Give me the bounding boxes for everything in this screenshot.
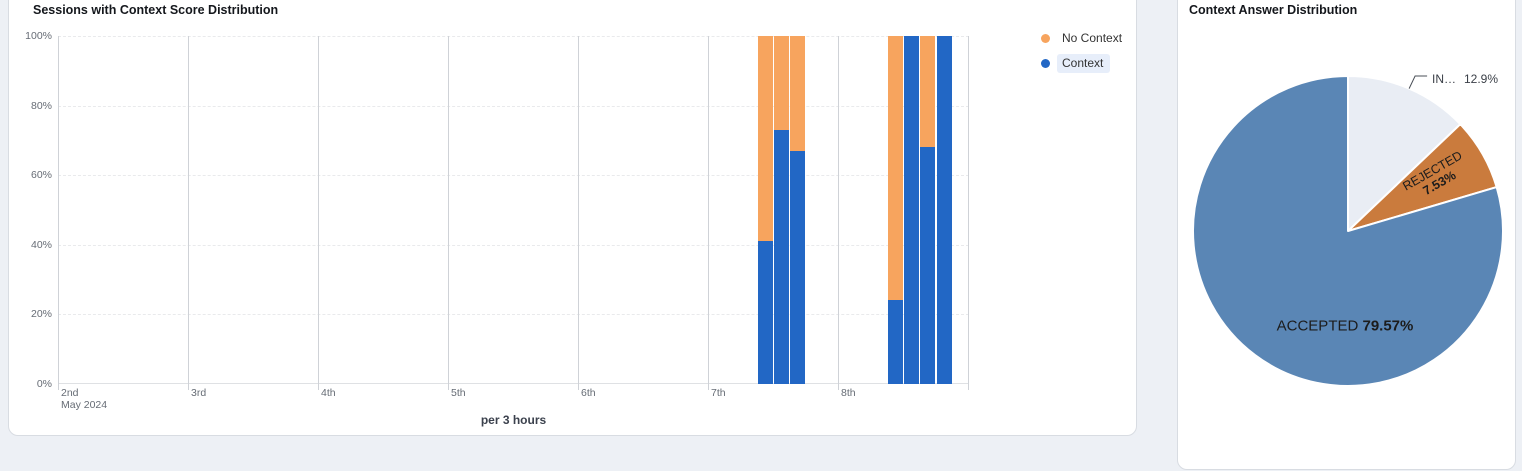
x-axis-tick: [578, 384, 579, 390]
y-axis-label: 60%: [30, 169, 52, 182]
bar-segment-context[interactable]: [887, 300, 903, 384]
bar-segment-no-context[interactable]: [790, 36, 806, 151]
v-gridline: [968, 36, 969, 384]
x-axis-tick: [708, 384, 709, 390]
stacked-bar[interactable]: [887, 36, 903, 384]
sessions-chart-title: Sessions with Context Score Distribution: [33, 3, 279, 17]
x-axis-label: 8th: [841, 387, 856, 399]
legend-label-context: Context: [1057, 54, 1111, 73]
x-axis-label: 6th: [581, 387, 596, 399]
context-dot-icon: [1041, 59, 1050, 68]
bar-chart-legend: No Context Context: [1041, 29, 1129, 79]
pie-slice-accepted[interactable]: [1192, 75, 1504, 387]
pie-slice-in[interactable]: [1347, 75, 1462, 232]
h-gridline: [58, 175, 969, 177]
bar-segment-context[interactable]: [774, 129, 789, 384]
y-axis-label: 20%: [30, 308, 52, 321]
x-axis-tick: [318, 384, 319, 390]
bar-segment-no-context[interactable]: [774, 36, 789, 130]
v-gridline: [318, 36, 319, 384]
x-axis-label: 4th: [321, 387, 336, 399]
x-axis-label: 7th: [711, 387, 726, 399]
pie-label-connector: [1408, 75, 1428, 89]
answer-distribution-title: Context Answer Distribution: [1189, 3, 1358, 17]
x-axis-title: per 3 hours: [480, 413, 547, 427]
stacked-bar[interactable]: [790, 36, 806, 384]
stacked-bar[interactable]: [904, 36, 919, 384]
pie-label-accepted: ACCEPTED 79.57%: [1277, 318, 1414, 335]
bar-segment-context[interactable]: [757, 241, 773, 384]
stacked-bar[interactable]: [774, 36, 789, 384]
x-axis-tick: [188, 384, 189, 390]
x-axis-tick: [838, 384, 839, 390]
legend-label-no-context: No Context: [1062, 31, 1123, 45]
bar-segment-context[interactable]: [904, 36, 919, 384]
v-gridline: [838, 36, 839, 384]
stacked-bar[interactable]: [936, 36, 952, 384]
v-gridline: [188, 36, 189, 384]
h-gridline: [58, 314, 969, 316]
y-axis-label: 80%: [30, 99, 52, 112]
h-gridline: [58, 105, 969, 107]
no-context-dot-icon: [1041, 34, 1050, 43]
bar-segment-no-context[interactable]: [920, 36, 936, 148]
indecisive-pct: 12.9%: [1464, 72, 1499, 86]
bar-segment-context[interactable]: [936, 36, 952, 384]
v-gridline: [708, 36, 709, 384]
pie-chart: [1192, 75, 1504, 387]
v-gridline: [578, 36, 579, 384]
bar-segment-no-context[interactable]: [887, 36, 903, 301]
bar-segment-context[interactable]: [790, 150, 806, 384]
x-axis-label: 3rd: [191, 387, 207, 399]
stacked-bar[interactable]: [920, 36, 936, 384]
legend-item-context[interactable]: Context: [1041, 54, 1129, 73]
sessions-chart-card: Sessions with Context Score Distribution…: [8, 0, 1137, 436]
answer-distribution-card: Context Answer Distribution ACCEPTED 79.…: [1177, 0, 1516, 470]
h-gridline: [58, 36, 969, 37]
accepted-name: ACCEPTED: [1276, 317, 1359, 335]
legend-item-no-context[interactable]: No Context: [1041, 29, 1129, 48]
bar-segment-no-context[interactable]: [757, 36, 773, 242]
x-axis-month-label: May 2024: [61, 399, 108, 411]
h-gridline: [58, 244, 969, 246]
stacked-bar[interactable]: [757, 36, 773, 384]
bar-segment-context[interactable]: [920, 147, 936, 384]
v-gridline: [448, 36, 449, 384]
pie-label-indecisive: IN… 12.9%: [1432, 72, 1498, 86]
y-axis-label: 100%: [25, 30, 52, 42]
x-axis-tick: [448, 384, 449, 390]
bar-plot-area: 2nd May 2024 3rd 4th 5th 6th 7th 8th 0% 20% 40% 60%…: [25, 30, 969, 411]
y-axis-label: 40%: [30, 238, 52, 251]
v-gridline: [58, 36, 59, 384]
indecisive-name: IN…: [1432, 72, 1456, 86]
x-axis-label: 5th: [451, 387, 466, 399]
y-axis-label: 0%: [36, 378, 52, 390]
x-axis-tick: [968, 384, 969, 390]
accepted-pct: 79.57%: [1362, 317, 1414, 335]
x-axis-tick: [58, 384, 59, 390]
x-axis-label: 2nd May 2024: [61, 387, 108, 411]
x-axis-line: [58, 383, 969, 384]
